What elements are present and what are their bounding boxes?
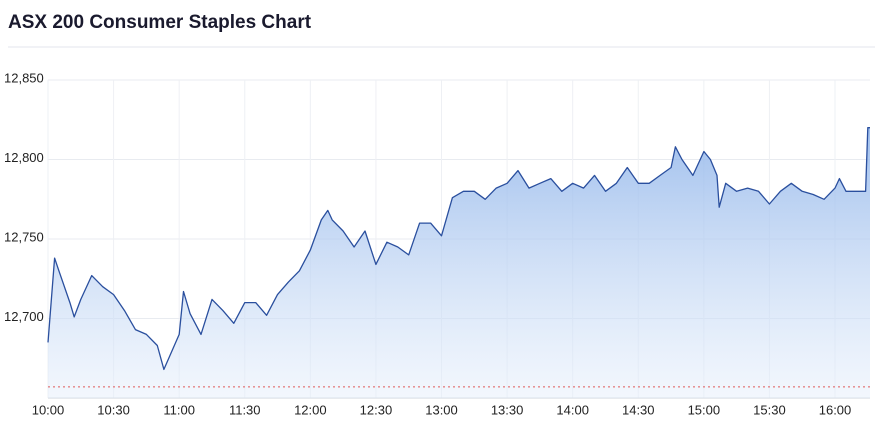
x-tick-label: 13:30 (491, 402, 524, 417)
x-tick-label: 15:30 (753, 402, 786, 417)
x-tick-label: 11:30 (229, 402, 261, 417)
y-tick-label: 12,850 (4, 70, 44, 85)
x-tick-label: 12:30 (360, 402, 393, 417)
x-tick-label: 14:30 (622, 402, 655, 417)
x-tick-label: 12:00 (294, 402, 327, 417)
x-tick-label: 13:00 (425, 402, 458, 417)
line (47, 127, 870, 371)
chart-title: ASX 200 Consumer Staples Chart (8, 12, 312, 33)
x-tick-label: 16:00 (819, 402, 852, 417)
x-tick-label: 10:00 (32, 402, 65, 417)
x-tick-label: 10:30 (97, 402, 130, 417)
x-tick-label: 14:00 (556, 402, 589, 417)
y-tick-label: 12,800 (4, 150, 44, 165)
x-tick-label: 15:00 (688, 402, 721, 417)
area (48, 127, 870, 398)
y-tick-label: 12,700 (4, 309, 44, 324)
x-tick-label: 11:00 (163, 402, 195, 417)
y-tick-label: 12,750 (4, 229, 44, 244)
